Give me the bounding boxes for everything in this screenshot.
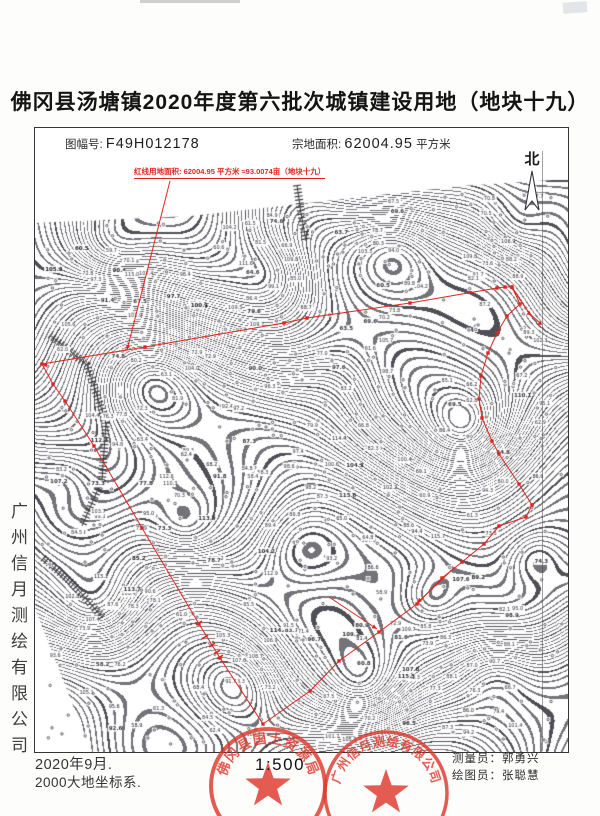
boundary-vertex-marker <box>477 397 481 401</box>
parcel-area-value: 62004.95 <box>344 136 413 152</box>
boundary-vertex-marker <box>305 316 309 320</box>
boundary-vertex-marker <box>497 452 501 456</box>
boundary-tick-mark <box>213 649 221 655</box>
sheet-number-value: F49H012178 <box>105 136 200 152</box>
scan-smudge-corner <box>562 1 588 14</box>
map-date: 2020年9月. <box>35 757 113 773</box>
boundary-vertex-marker <box>530 503 534 507</box>
sheet-number-field: 图幅号: F49H012178 <box>65 136 200 152</box>
sheet-number-label: 图幅号: <box>65 139 103 151</box>
company-seal-star-icon <box>363 769 409 813</box>
scan-smudge-top <box>140 0 240 3</box>
boundary-vertex-marker <box>480 416 484 420</box>
map-frame: 图幅号: F49H012178 宗地面积: 62004.95 平方米 红线用地面… <box>34 127 569 753</box>
boundary-vertex-marker <box>218 656 222 660</box>
surveyor-label: 测量员： <box>452 753 502 765</box>
boundary-tick-mark <box>208 642 216 648</box>
parcel-area-label: 宗地面积: <box>292 139 342 151</box>
boundary-triangle-marker <box>526 310 532 315</box>
boundary-triangle-marker <box>537 320 543 325</box>
north-indicator: 北 <box>519 148 545 218</box>
boundary-vertex-marker <box>490 439 494 443</box>
surveyor-field: 测量员：郭勇兴 <box>452 750 540 766</box>
boundary-vertex-marker <box>524 515 528 519</box>
boundary-vertex-marker <box>261 722 265 726</box>
page-title: 佛冈县汤塘镇2020年度第六批次城镇建设用地（地块十九） <box>10 91 590 114</box>
boundary-vertex-marker <box>308 689 312 693</box>
parcel-boundary-polygon <box>41 286 533 725</box>
topo-contours-canvas <box>35 128 568 752</box>
boundary-vertex-marker <box>143 345 147 349</box>
draftsman-field: 绘图员：张聪慧 <box>452 767 540 783</box>
boundary-vertex-marker <box>282 321 286 325</box>
red-boundary-overlay <box>40 180 543 726</box>
boundary-arrowhead <box>417 597 423 603</box>
boundary-vertex-marker <box>495 331 499 335</box>
boundary-vertex-marker <box>460 560 464 564</box>
map-scale: 1:500 <box>255 755 306 774</box>
boundary-vertex-marker <box>479 374 483 378</box>
north-label: 北 <box>524 151 540 168</box>
boundary-vertex-marker <box>92 444 96 448</box>
boundary-vertex-marker <box>63 399 67 403</box>
boundary-vertex-marker <box>51 382 55 386</box>
boundary-vertex-marker <box>197 622 201 626</box>
boundary-vertex-marker <box>495 286 499 290</box>
parcel-area-unit: 平方米 <box>416 139 451 151</box>
boundary-vertex-marker <box>40 362 44 366</box>
map-datum: 2000大地坐标系. <box>35 775 142 790</box>
boundary-vertex-marker <box>482 542 486 546</box>
boundary-tick-mark <box>195 620 203 626</box>
boundary-vertex-marker <box>140 526 144 530</box>
boundary-vertex-marker <box>503 285 507 289</box>
boundary-vertex-marker <box>486 351 490 355</box>
boundary-vertex-marker <box>505 314 509 318</box>
boundary-triangle-marker <box>509 284 515 289</box>
boundary-tick-mark <box>201 634 209 640</box>
boundary-arrowhead <box>126 344 131 350</box>
boundary-vertex-marker <box>517 482 521 486</box>
boundary-vertex-marker <box>337 659 341 663</box>
draftsman-label: 绘图员： <box>452 770 502 782</box>
red-line-area-annotation: 红线用地面积: 62004.95 平方米 ≈93.0074亩（地块十九） <box>134 166 326 179</box>
sheet-fold-line <box>542 151 543 751</box>
boundary-vertex-marker <box>518 302 522 306</box>
boundary-vertex-marker <box>377 630 381 634</box>
annotation-leader-line <box>126 180 171 351</box>
company-name-vertical: 广州信月测绘有限公司 <box>8 502 27 762</box>
north-arrow-icon <box>524 170 540 211</box>
draftsman-name: 张聪慧 <box>502 770 540 782</box>
boundary-arrowhead <box>371 624 377 629</box>
boundary-vertex-marker <box>408 301 412 305</box>
boundary-tick-mark <box>216 654 224 660</box>
surveyor-name: 郭勇兴 <box>502 753 540 765</box>
parcel-area-field: 宗地面积: 62004.95 平方米 <box>292 136 451 152</box>
boundary-vertex-marker <box>497 524 501 528</box>
boundary-vertex-marker <box>415 602 419 606</box>
boundary-vertex-marker <box>440 576 444 580</box>
boundary-branch-line <box>511 286 541 324</box>
